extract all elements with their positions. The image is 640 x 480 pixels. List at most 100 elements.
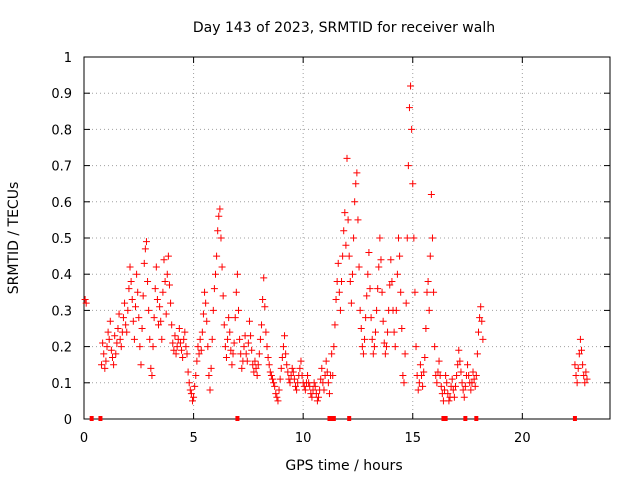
data-point bbox=[197, 346, 205, 354]
data-point bbox=[409, 180, 417, 188]
data-point bbox=[371, 328, 379, 336]
data-point bbox=[388, 277, 396, 285]
data-point bbox=[582, 368, 590, 376]
data-point bbox=[296, 364, 304, 372]
data-point bbox=[312, 390, 320, 398]
data-point bbox=[387, 256, 395, 264]
data-point bbox=[336, 306, 344, 314]
data-point bbox=[571, 361, 579, 369]
x-tick-label: 20 bbox=[514, 431, 531, 446]
data-point bbox=[398, 325, 406, 332]
data-point bbox=[428, 234, 436, 242]
data-point bbox=[465, 372, 473, 380]
data-point bbox=[386, 281, 394, 289]
data-point bbox=[469, 368, 477, 376]
data-point bbox=[379, 317, 387, 325]
y-tick-label: 0.4 bbox=[51, 268, 72, 283]
data-point bbox=[396, 252, 404, 260]
baseline-marker bbox=[572, 416, 577, 421]
data-point bbox=[270, 379, 278, 387]
data-point bbox=[134, 288, 142, 296]
data-point bbox=[155, 321, 163, 329]
data-point bbox=[375, 263, 383, 271]
data-point bbox=[476, 314, 484, 322]
data-point bbox=[261, 303, 269, 311]
data-point bbox=[162, 310, 170, 318]
x-tick-label: 0 bbox=[80, 431, 88, 446]
data-point bbox=[133, 270, 141, 278]
data-point bbox=[418, 372, 426, 380]
data-point bbox=[236, 335, 244, 343]
data-point bbox=[112, 350, 120, 358]
data-point bbox=[403, 234, 411, 242]
data-point bbox=[141, 245, 149, 253]
x-axis-label: GPS time / hours bbox=[285, 458, 402, 474]
data-point bbox=[232, 288, 240, 296]
data-point bbox=[100, 350, 108, 358]
data-point bbox=[377, 256, 385, 264]
data-point bbox=[110, 361, 118, 369]
data-point bbox=[103, 343, 111, 351]
data-point bbox=[139, 292, 147, 300]
data-point bbox=[231, 314, 239, 322]
data-point bbox=[468, 379, 476, 387]
x-tick-label: 15 bbox=[404, 431, 421, 446]
data-point bbox=[301, 386, 309, 394]
data-point bbox=[397, 288, 405, 296]
data-point bbox=[364, 270, 372, 278]
data-point bbox=[253, 372, 261, 380]
data-point bbox=[317, 375, 325, 383]
data-point bbox=[130, 335, 138, 343]
data-point bbox=[219, 292, 227, 300]
data-point bbox=[121, 299, 129, 307]
data-point bbox=[158, 335, 166, 343]
data-point bbox=[366, 285, 374, 293]
data-point bbox=[267, 372, 275, 380]
data-point bbox=[288, 364, 296, 372]
data-point bbox=[264, 353, 272, 361]
data-point bbox=[183, 350, 191, 358]
data-point bbox=[152, 263, 160, 271]
data-point bbox=[425, 306, 433, 314]
data-point bbox=[290, 375, 298, 383]
data-point bbox=[381, 350, 389, 358]
chart-title: Day 143 of 2023, SRMTID for receiver wal… bbox=[193, 20, 495, 36]
data-point bbox=[457, 368, 465, 376]
data-point bbox=[318, 364, 326, 372]
data-point bbox=[150, 314, 158, 322]
data-point bbox=[420, 368, 428, 376]
data-point bbox=[128, 296, 136, 304]
baseline-marker bbox=[89, 416, 94, 421]
data-point bbox=[354, 216, 362, 224]
data-point bbox=[228, 361, 236, 369]
data-point bbox=[167, 299, 175, 307]
data-point bbox=[180, 335, 188, 343]
data-point bbox=[467, 386, 475, 394]
data-point bbox=[105, 335, 113, 343]
data-point bbox=[101, 364, 109, 372]
data-point bbox=[410, 234, 418, 242]
data-point bbox=[226, 328, 234, 336]
data-point bbox=[194, 343, 202, 351]
data-point bbox=[216, 205, 224, 213]
data-point bbox=[250, 368, 258, 376]
data-point bbox=[229, 350, 237, 358]
data-point bbox=[368, 335, 376, 343]
data-point bbox=[356, 306, 364, 314]
data-point bbox=[129, 317, 137, 325]
y-tick-label: 0.7 bbox=[51, 160, 72, 175]
data-point bbox=[286, 379, 294, 387]
baseline-markers bbox=[89, 416, 577, 421]
data-point bbox=[339, 252, 347, 260]
data-point bbox=[217, 234, 225, 242]
data-point bbox=[393, 270, 401, 278]
data-point bbox=[186, 386, 194, 394]
baseline-marker bbox=[98, 416, 103, 421]
data-point bbox=[125, 285, 133, 293]
y-tick-label: 0.5 bbox=[51, 232, 72, 247]
data-point bbox=[156, 303, 164, 311]
data-point bbox=[104, 328, 112, 336]
data-point bbox=[359, 350, 367, 358]
data-point bbox=[472, 372, 480, 380]
data-point bbox=[168, 321, 176, 329]
